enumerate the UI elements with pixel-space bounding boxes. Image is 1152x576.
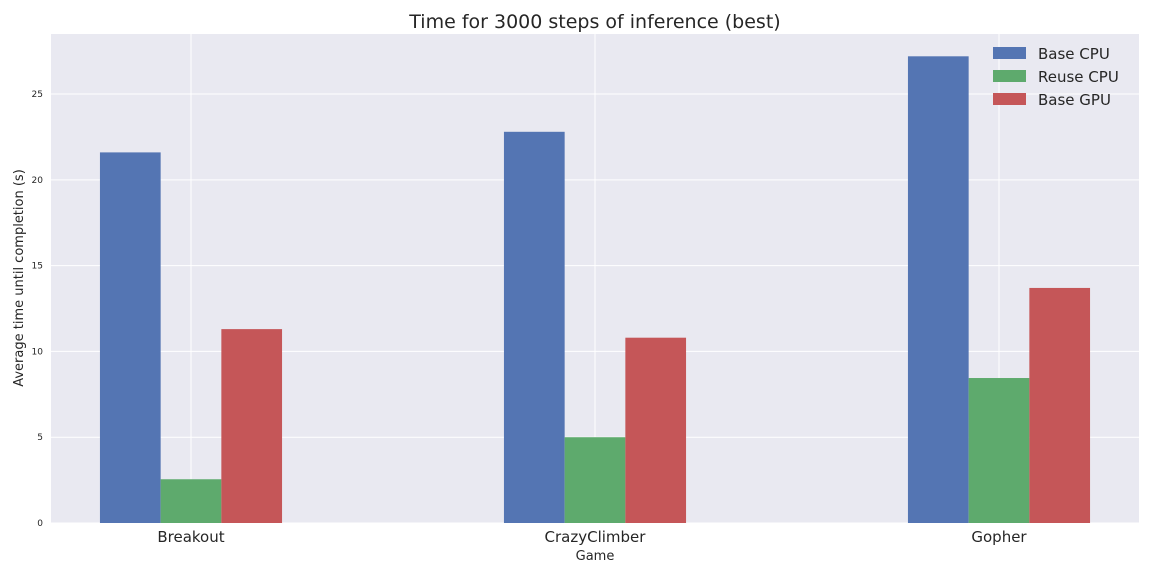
y-tick-label: 20 [32, 176, 44, 186]
x-tick-label: Gopher [971, 528, 1027, 546]
bar [907, 56, 969, 523]
bar [1029, 287, 1091, 523]
x-tick-label: CrazyClimber [545, 528, 647, 546]
legend-label: Reuse CPU [1038, 68, 1119, 86]
x-axis-label: Game [576, 549, 615, 564]
legend-swatch [993, 93, 1026, 105]
bar [968, 378, 1030, 523]
y-tick-label: 15 [32, 262, 43, 272]
bar [625, 337, 687, 523]
y-tick-labels: 0 5 10 15 20 25 [32, 90, 44, 529]
legend-label: Base CPU [1038, 45, 1110, 63]
bar [503, 131, 565, 524]
y-tick-label: 25 [32, 90, 43, 100]
y-tick-label: 10 [32, 347, 44, 357]
x-tick-label: Breakout [157, 528, 224, 546]
legend-swatch [993, 47, 1026, 59]
x-tick-labels: Breakout CrazyClimber Gopher [157, 528, 1027, 546]
y-axis-label: Average time until completion (s) [12, 169, 27, 387]
chart-title: Time for 3000 steps of inference (best) [408, 11, 780, 33]
legend-swatch [993, 70, 1026, 82]
y-tick-label: 0 [37, 519, 43, 529]
bar [564, 437, 626, 523]
y-tick-label: 5 [37, 433, 43, 443]
bar [160, 479, 222, 523]
bar [99, 152, 161, 524]
bar [221, 329, 283, 523]
bars [99, 56, 1091, 524]
legend: Base CPU Reuse CPU Base GPU [993, 45, 1119, 109]
legend-label: Base GPU [1038, 91, 1111, 109]
